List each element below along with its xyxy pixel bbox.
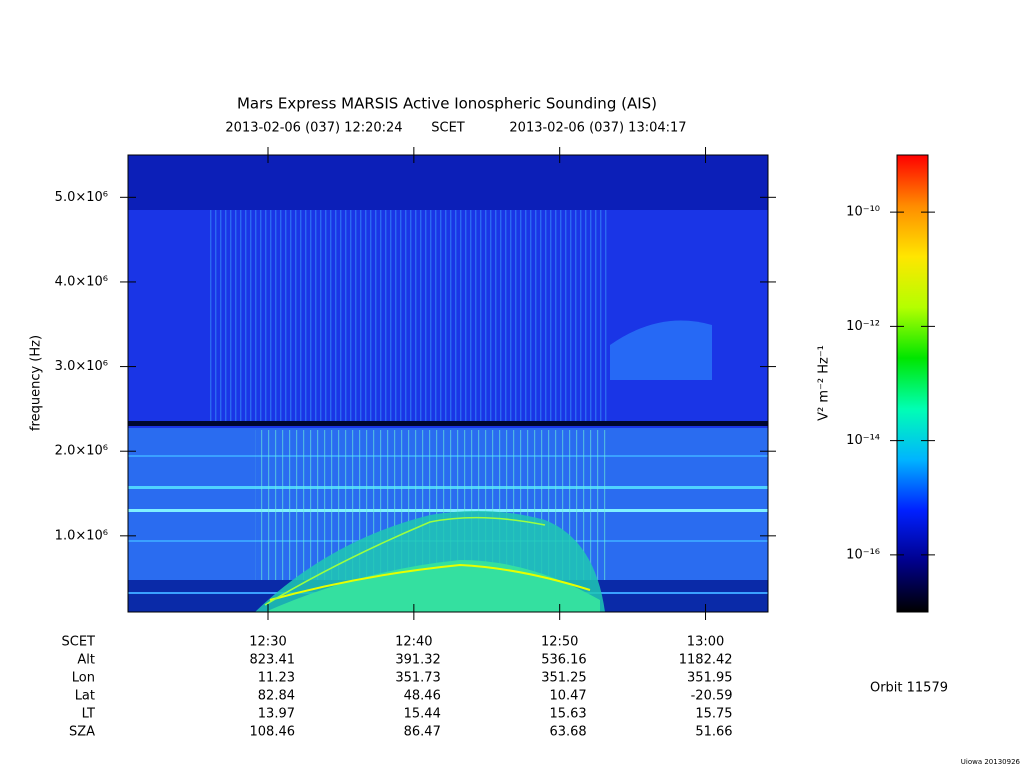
ephemeris-value: 351.25 [541, 671, 587, 686]
ephemeris-value: 536.16 [541, 653, 587, 668]
subtitle-end: 2013-02-06 (037) 13:04:17 [509, 121, 686, 136]
ephemeris-value: 351.95 [687, 671, 733, 686]
colorbar [896, 154, 929, 613]
colorbar-tick-label: 10⁻¹⁶ [846, 547, 880, 562]
ephemeris-value: 351.73 [395, 671, 441, 686]
x-tick-label: 12:30 [249, 635, 286, 650]
ephemeris-value: 86.47 [404, 725, 441, 740]
ephemeris-label: Alt [77, 653, 95, 668]
ephemeris-value: 11.23 [258, 671, 295, 686]
x-tick-label: 12:40 [395, 635, 432, 650]
orbit-label: Orbit 11579 [870, 681, 948, 696]
ephemeris-label: Lon [72, 671, 95, 686]
ephemeris-value: 13.97 [258, 707, 295, 722]
y-tick-label: 1.0×10⁶ [55, 528, 108, 543]
ephemeris-value: 391.32 [395, 653, 441, 668]
ephemeris-value: 1182.42 [679, 653, 733, 668]
ephemeris-value: 108.46 [250, 725, 296, 740]
y-tick-label: 5.0×10⁶ [55, 190, 108, 205]
ephemeris-label: LT [82, 707, 95, 722]
ephemeris-label: Lat [75, 689, 95, 704]
spectrogram-image [128, 155, 768, 612]
colorbar-tick-label: 10⁻¹² [846, 319, 880, 334]
colorbar-label: V² m⁻² Hz⁻¹ [817, 345, 832, 421]
y-tick-label: 4.0×10⁶ [55, 274, 108, 289]
y-axis-label: frequency (Hz) [29, 335, 44, 431]
x-tick-label: 12:50 [541, 635, 578, 650]
subtitle-start: 2013-02-06 (037) 12:20:24 [225, 121, 402, 136]
subtitle-center: SCET [431, 121, 465, 136]
colorbar-tick-label: 10⁻¹⁴ [846, 433, 880, 448]
ephemeris-label: SCET [62, 635, 96, 650]
ephemeris-value: 15.63 [549, 707, 586, 722]
ephemeris-value: 82.84 [258, 689, 295, 704]
y-tick-label: 3.0×10⁶ [55, 359, 108, 374]
ephemeris-value: 63.68 [549, 725, 586, 740]
ephemeris-value: 823.41 [250, 653, 296, 668]
colorbar-tick-label: 10⁻¹⁰ [846, 205, 880, 220]
chart-title: Mars Express MARSIS Active Ionospheric S… [237, 95, 657, 113]
y-tick-label: 2.0×10⁶ [55, 444, 108, 459]
ephemeris-value: 10.47 [549, 689, 586, 704]
ephemeris-value: -20.59 [691, 689, 733, 704]
credit: Uiowa 20130926 [961, 758, 1021, 766]
x-tick-label: 13:00 [687, 635, 724, 650]
ephemeris-value: 48.46 [404, 689, 441, 704]
plot-frame [127, 154, 769, 613]
ephemeris-label: SZA [69, 725, 95, 740]
ephemeris-value: 51.66 [695, 725, 732, 740]
ephemeris-value: 15.75 [695, 707, 732, 722]
ephemeris-value: 15.44 [404, 707, 441, 722]
